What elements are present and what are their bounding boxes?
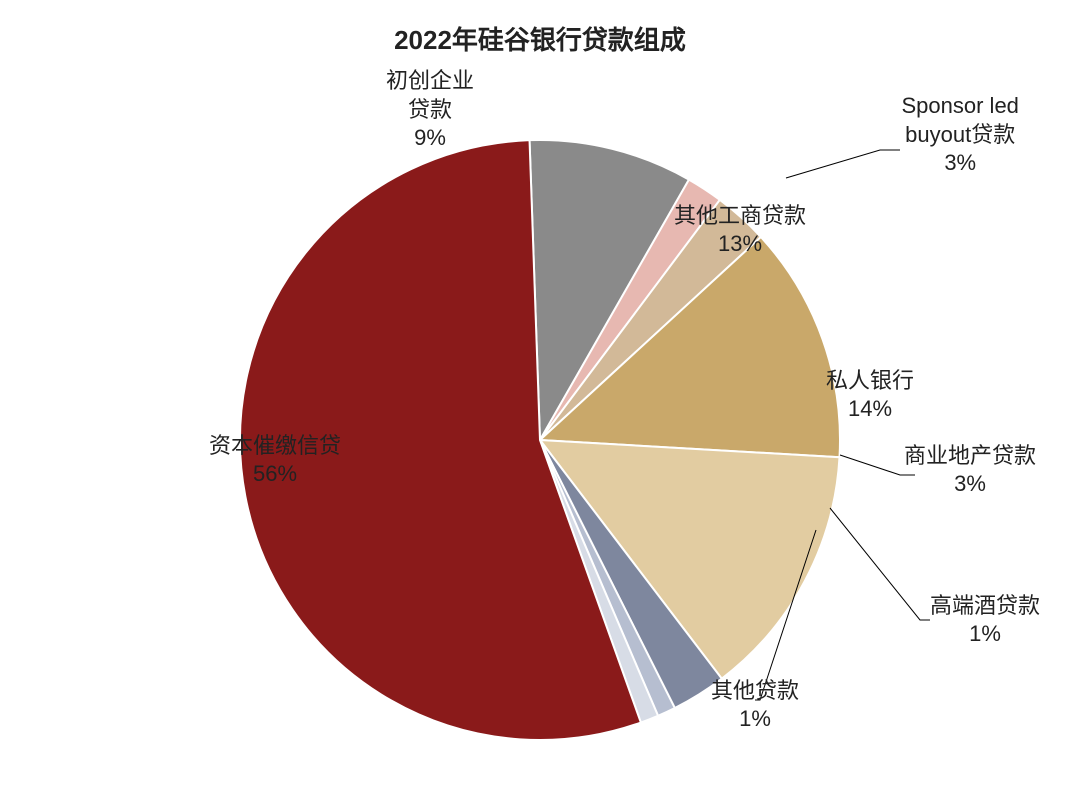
pie-chart-container: 2022年硅谷银行贷款组成 初创企业 贷款 9% Sponsor led buyo… (0, 0, 1080, 791)
slice-label: Sponsor led buyout贷款 3% (902, 92, 1019, 178)
slice-label: 高端酒贷款 1% (930, 592, 1040, 649)
slice-label: 其他工商贷款 13% (674, 202, 806, 259)
slice-label: 初创企业 贷款 9% (386, 67, 474, 153)
chart-title: 2022年硅谷银行贷款组成 (0, 20, 1080, 57)
slice-label: 私人银行 14% (826, 367, 914, 424)
slice-label: 资本催缴信贷 56% (209, 432, 341, 489)
leader-line (786, 150, 900, 178)
slice-label: 其他贷款 1% (711, 677, 799, 734)
leader-line (830, 508, 930, 620)
slice-label: 商业地产贷款 3% (904, 442, 1036, 499)
